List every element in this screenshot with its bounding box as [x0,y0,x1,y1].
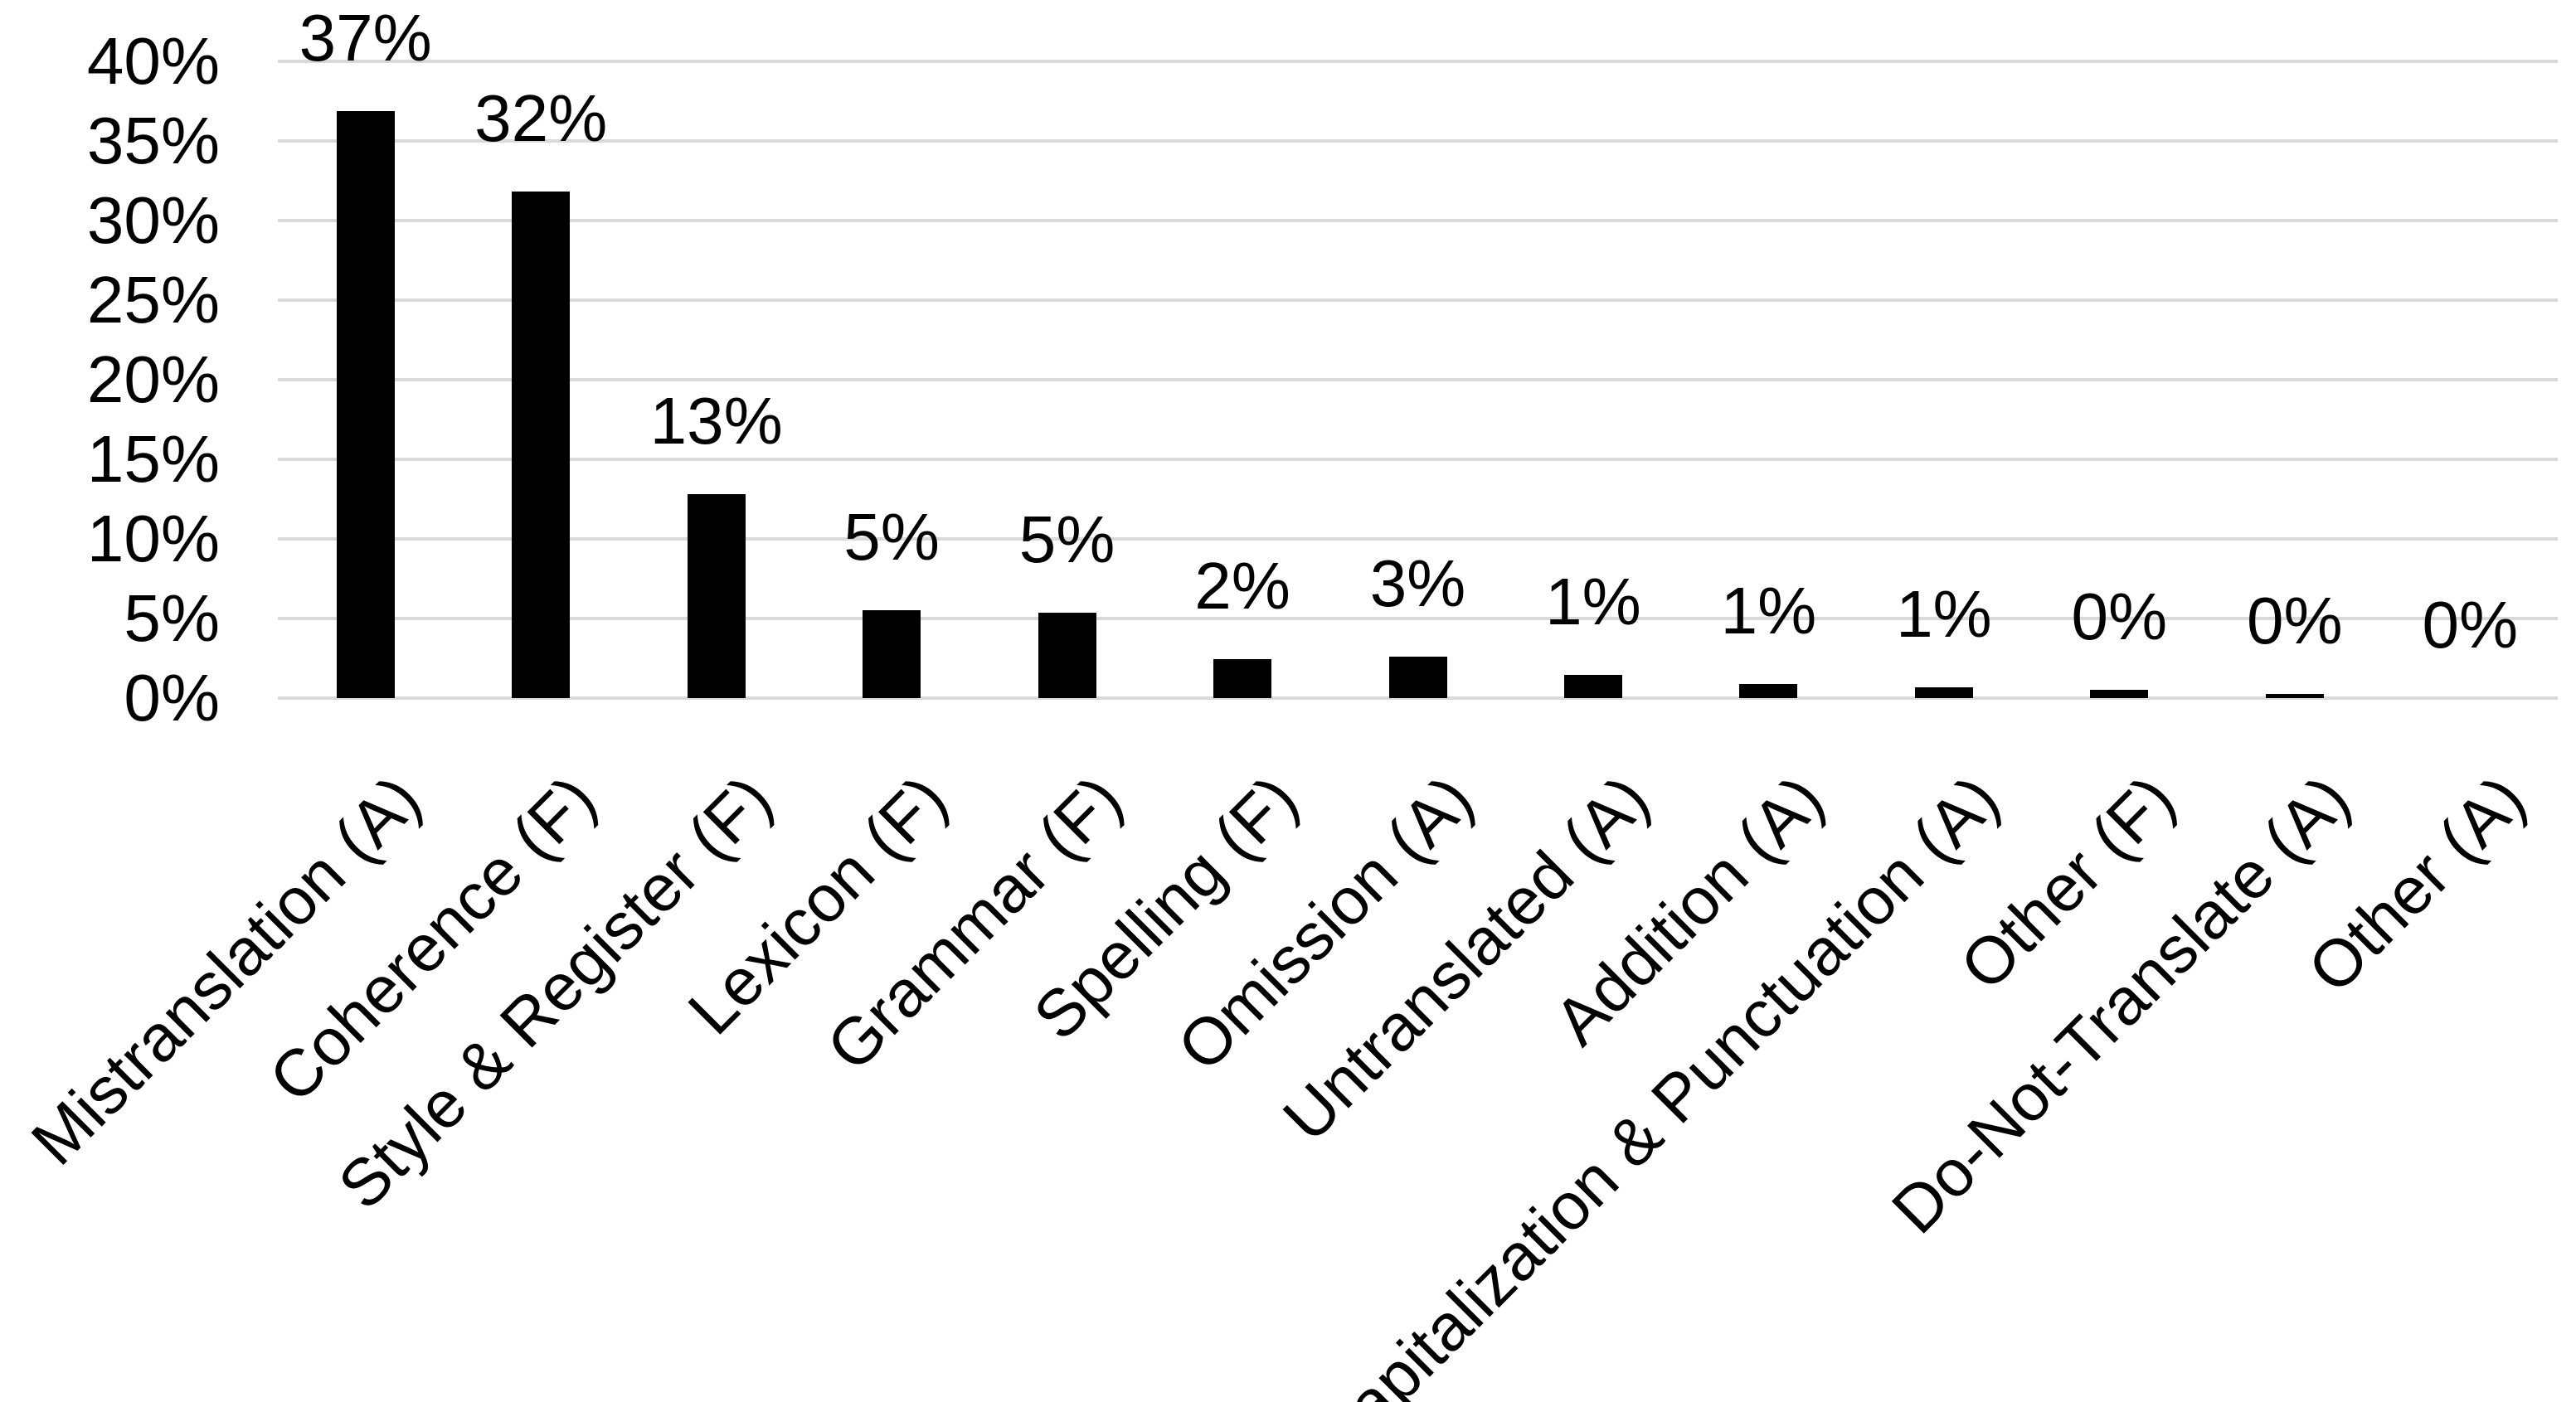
y-axis-tick-label: 15% [86,422,220,496]
y-axis-tick-label: 30% [86,183,220,257]
bar [687,494,746,699]
data-label: 1% [1896,576,1992,651]
data-label: 13% [649,384,783,458]
gridline [278,60,2558,63]
data-label: 0% [2422,588,2519,662]
bar [1563,675,1622,699]
data-label: 37% [299,0,432,75]
y-axis-tick-label: 0% [124,661,220,735]
y-axis-tick-label: 40% [86,24,220,98]
bar [1038,613,1096,699]
gridline [278,298,2558,302]
data-label: 3% [1369,546,1466,621]
bar [863,610,921,699]
gridline [278,537,2558,541]
y-axis-tick-label: 10% [86,502,220,575]
gridline [278,617,2558,620]
y-axis-tick-label: 5% [124,581,220,655]
bar [2265,694,2324,699]
bar [1914,686,1973,698]
data-label: 1% [1720,573,1817,648]
data-label: 5% [843,500,940,575]
bar [1213,658,1272,698]
gridline [278,458,2558,461]
data-label: 0% [2246,584,2343,658]
bar [2090,690,2149,699]
bar [336,110,395,698]
data-label: 32% [474,81,608,156]
bar [512,192,571,699]
data-label: 1% [1545,565,1641,639]
data-label: 5% [1018,502,1115,577]
y-axis-tick-label: 25% [86,263,220,337]
bar [1739,683,1798,698]
gridline [278,219,2558,222]
y-axis-tick-label: 20% [86,342,220,416]
gridline [278,378,2558,381]
bar [1388,657,1447,699]
data-label: 0% [2071,580,2168,654]
gridline [278,139,2558,143]
y-axis-tick-label: 35% [86,104,220,177]
data-label: 2% [1194,548,1290,623]
